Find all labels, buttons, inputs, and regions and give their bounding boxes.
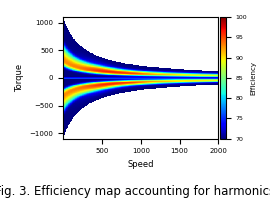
Y-axis label: Torque: Torque [15, 64, 24, 92]
Text: Fig. 3. Efficiency map accounting for harmonics: Fig. 3. Efficiency map accounting for ha… [0, 185, 270, 198]
Y-axis label: Efficiency: Efficiency [250, 61, 256, 95]
X-axis label: Speed: Speed [127, 160, 154, 169]
